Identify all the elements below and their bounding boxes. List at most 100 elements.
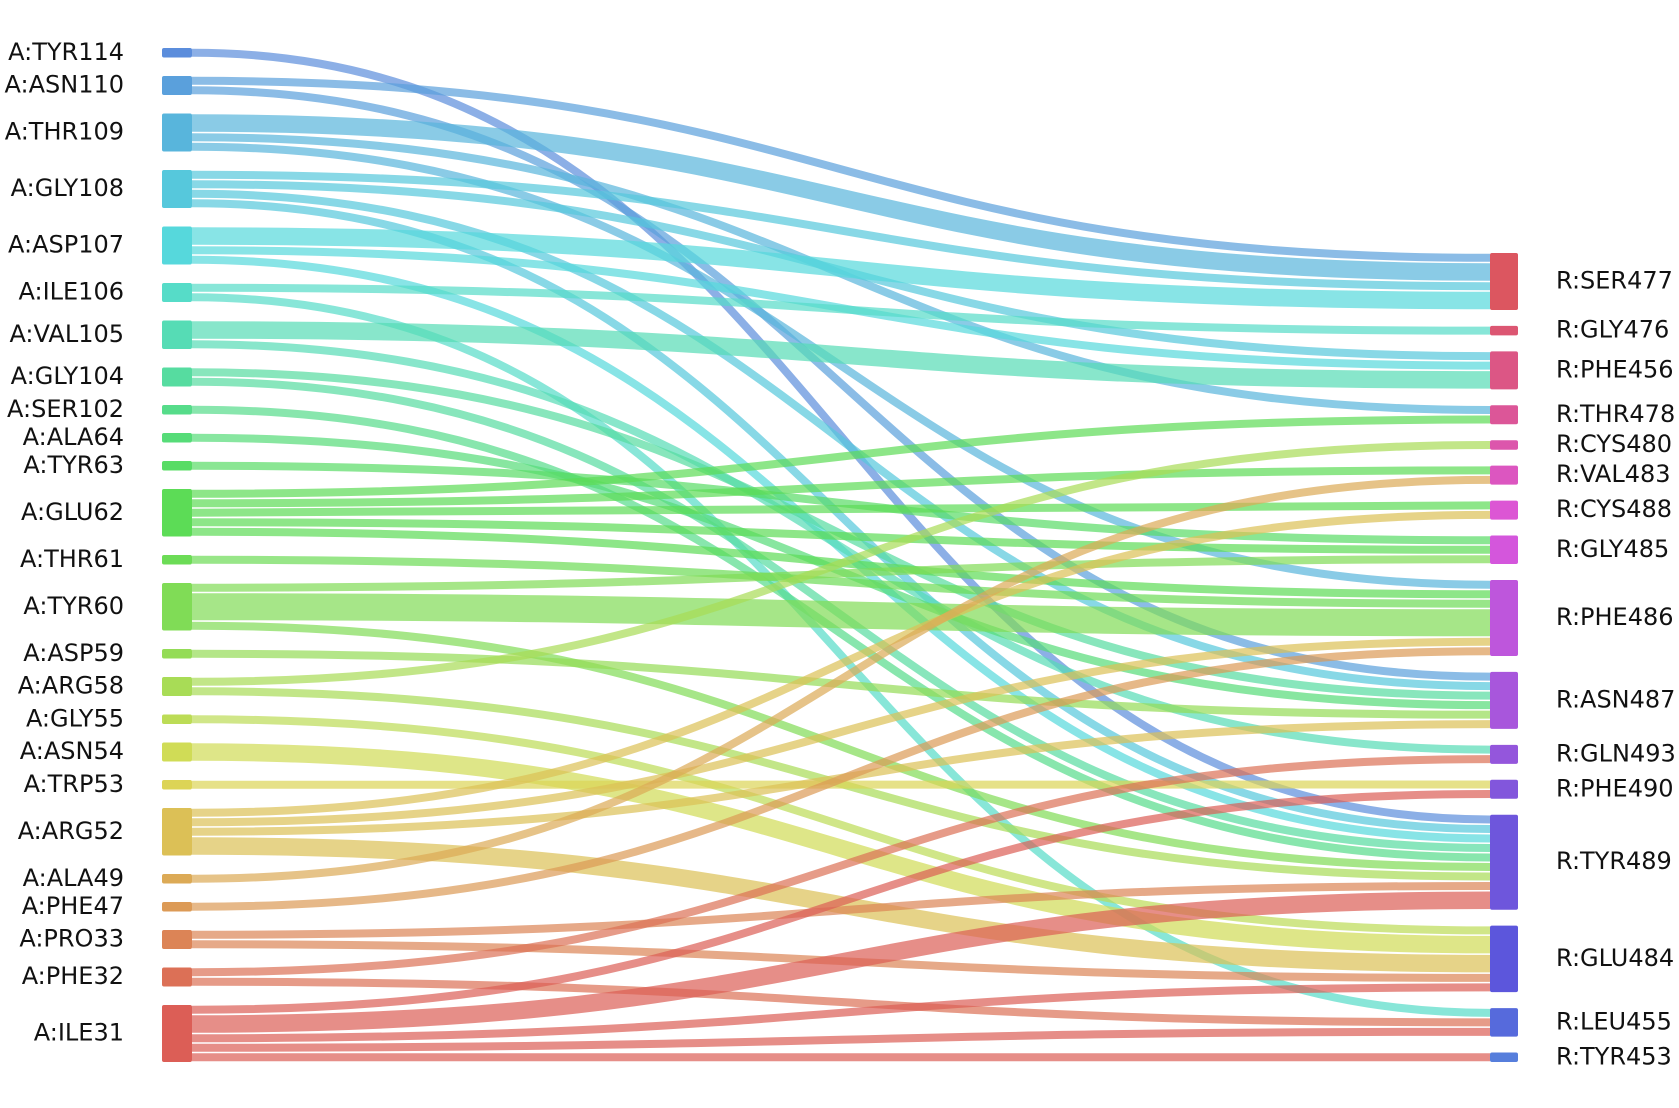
source-label: A:PHE32 bbox=[22, 962, 124, 990]
source-node bbox=[162, 113, 192, 152]
target-node bbox=[1490, 500, 1518, 520]
link bbox=[191, 340, 1491, 754]
source-label: A:ILE31 bbox=[34, 1019, 124, 1047]
source-node bbox=[162, 930, 192, 949]
target-label: R:GLY485 bbox=[1556, 535, 1669, 563]
source-label: A:GLU62 bbox=[21, 498, 124, 526]
source-label: A:VAL105 bbox=[9, 320, 124, 348]
link bbox=[191, 637, 1491, 827]
source-label: A:THR61 bbox=[20, 545, 124, 573]
source-label: A:PHE47 bbox=[22, 892, 124, 920]
source-label: A:ILE106 bbox=[18, 278, 124, 306]
source-node bbox=[162, 742, 192, 762]
source-label: A:ASN110 bbox=[5, 71, 125, 99]
source-label: A:TYR114 bbox=[8, 38, 124, 66]
source-label: A:TYR63 bbox=[23, 451, 124, 479]
source-node bbox=[162, 902, 192, 912]
target-node bbox=[1490, 579, 1518, 656]
target-node bbox=[1490, 1008, 1518, 1037]
link bbox=[191, 518, 1491, 554]
link bbox=[191, 891, 1491, 1033]
link bbox=[191, 755, 1491, 977]
link bbox=[191, 555, 1491, 592]
target-node bbox=[1490, 814, 1518, 910]
source-node bbox=[162, 583, 192, 631]
target-label: R:LEU455 bbox=[1556, 1007, 1672, 1035]
target-node bbox=[1490, 744, 1518, 764]
target-label: R:THR478 bbox=[1556, 400, 1675, 428]
links bbox=[191, 48, 1491, 1062]
source-label: A:PRO33 bbox=[19, 925, 124, 953]
source-node bbox=[162, 48, 192, 58]
link bbox=[191, 76, 1491, 262]
link bbox=[191, 405, 1491, 862]
target-node bbox=[1490, 779, 1518, 799]
source-node bbox=[162, 967, 192, 987]
source-node bbox=[162, 677, 192, 696]
source-label: A:ASP107 bbox=[8, 231, 124, 259]
target-label: R:GLU484 bbox=[1556, 944, 1674, 972]
source-node bbox=[162, 874, 192, 884]
link bbox=[191, 647, 1491, 911]
source-node bbox=[162, 170, 192, 208]
source-label: A:GLY108 bbox=[11, 174, 124, 202]
source-node bbox=[162, 320, 192, 349]
link bbox=[191, 114, 1491, 281]
target-label: R:TYR489 bbox=[1556, 847, 1672, 875]
source-label: A:SER102 bbox=[7, 395, 124, 423]
target-label: R:VAL483 bbox=[1556, 460, 1671, 488]
link bbox=[191, 510, 1491, 817]
source-label: A:ALA49 bbox=[23, 864, 124, 892]
source-node bbox=[162, 76, 192, 95]
source-label: A:ASN54 bbox=[20, 737, 124, 765]
source-node bbox=[162, 405, 192, 415]
link bbox=[191, 1027, 1491, 1052]
source-node bbox=[162, 461, 192, 471]
target-node bbox=[1490, 671, 1518, 729]
target-node bbox=[1490, 925, 1518, 993]
target-label: R:ASN487 bbox=[1556, 685, 1675, 713]
link bbox=[191, 983, 1491, 1043]
link bbox=[191, 501, 1491, 517]
source-node bbox=[162, 555, 192, 565]
source-node bbox=[162, 780, 192, 790]
target-label: R:CYS480 bbox=[1556, 430, 1672, 458]
link bbox=[191, 321, 1491, 389]
source-node bbox=[162, 649, 192, 659]
target-node bbox=[1490, 465, 1518, 485]
link bbox=[191, 743, 1491, 954]
target-node bbox=[1490, 253, 1518, 310]
source-node bbox=[162, 808, 192, 856]
link bbox=[191, 649, 1491, 719]
target-node bbox=[1490, 1052, 1518, 1062]
target-node bbox=[1490, 325, 1518, 336]
link bbox=[191, 790, 1491, 1014]
source-label: A:GLY104 bbox=[11, 362, 124, 390]
link bbox=[191, 440, 1491, 686]
target-label: R:TYR453 bbox=[1556, 1042, 1672, 1070]
link bbox=[191, 715, 1491, 935]
link bbox=[191, 977, 1491, 1027]
link bbox=[191, 415, 1491, 498]
source-label: A:THR109 bbox=[5, 118, 124, 146]
link bbox=[191, 170, 1491, 291]
source-node bbox=[162, 226, 192, 265]
link bbox=[191, 227, 1491, 310]
link bbox=[191, 881, 1491, 939]
target-node bbox=[1490, 405, 1518, 425]
target-label: R:CYS488 bbox=[1556, 495, 1672, 523]
source-node bbox=[162, 1005, 192, 1062]
source-label: A:GLY55 bbox=[26, 704, 124, 732]
source-node bbox=[162, 283, 192, 302]
source-label: A:TRP53 bbox=[24, 770, 124, 798]
target-node bbox=[1490, 351, 1518, 390]
target-label: R:GLN493 bbox=[1556, 739, 1676, 767]
target-label: R:PHE456 bbox=[1556, 355, 1674, 383]
link bbox=[191, 621, 1491, 871]
link bbox=[191, 475, 1491, 883]
target-label: R:PHE490 bbox=[1556, 774, 1674, 802]
source-label: A:ARG52 bbox=[18, 817, 124, 845]
target-label: R:GLY476 bbox=[1556, 316, 1669, 344]
link bbox=[191, 593, 1491, 637]
target-node bbox=[1490, 535, 1518, 565]
